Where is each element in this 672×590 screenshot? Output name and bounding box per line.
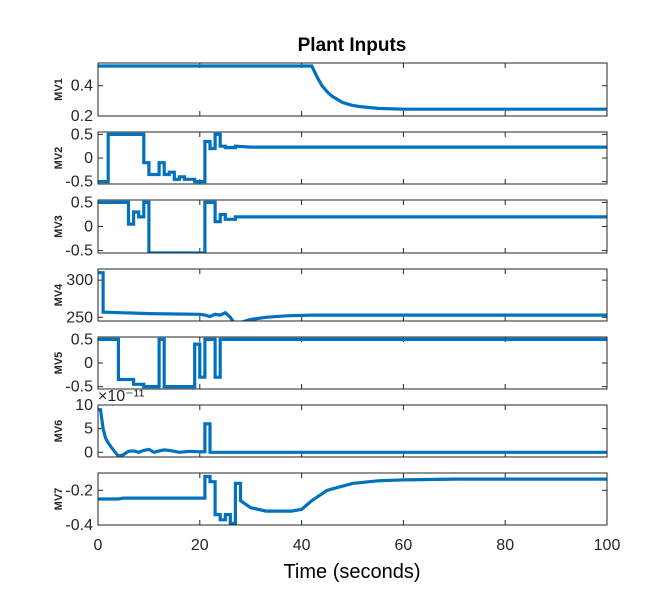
series-line-mv1 [98,64,607,111]
chart-title: Plant Inputs [298,35,407,56]
y-axis-label: MV5 [53,352,65,375]
series-line-mv7 [98,474,607,525]
x-tick-label: 100 [594,537,621,554]
y-axis-label: MV7 [53,488,65,511]
x-tick-label: 20 [191,537,209,554]
y-tick-label: 0.5 [71,126,93,143]
x-tick-label: 80 [496,537,514,554]
x-axis: 0 20 40 60 80 100 [94,537,621,554]
y-axis-label: MV6 [53,420,65,443]
y-tick-label: -0.5 [65,379,93,396]
y-tick-label: 0.5 [71,331,93,348]
x-axis-label: Time (seconds) [283,561,420,583]
y-axis-label: MV3 [53,215,65,238]
y-axis-label: MV1 [53,78,65,101]
plot-border [97,268,608,322]
subplot-stack: 0.20.4MV1-0.500.5MV2-0.500.5MV3250300MV4… [53,62,608,534]
y-tick-label: 0.4 [71,78,93,95]
y-tick-label: -0.5 [65,243,93,260]
subplot-mv3: -0.5 0 0.5 MV3 [53,194,608,260]
subplot-mv1: 0.2 0.4 MV1 [53,62,608,125]
series-line-mv3 [98,200,607,253]
x-tick-label: 40 [293,537,311,554]
series-line-mv4 [98,271,607,321]
subplot-mv6: 0 5 10 MV6 ×10⁻¹¹ [53,388,608,461]
y-tick-label: 10 [75,397,93,414]
x-tick-label: 60 [395,537,413,554]
y-axis-label: MV2 [53,147,65,170]
y-tick-label: 0 [84,355,93,372]
y-exponent-label: ×10⁻¹¹ [98,388,144,405]
y-tick-label: 250 [66,309,93,326]
subplot-mv2: -0.5 0 0.5 MV2 [53,126,608,191]
plot-border [97,404,608,458]
plot-border [97,62,608,117]
plot-border [97,336,608,390]
y-tick-label: 0.2 [71,108,93,125]
subplot-mv5: -0.5 0 0.5 MV5 [53,331,608,396]
plot-border [97,199,608,254]
series-line-mv2 [98,132,607,184]
y-tick-label: 0 [84,444,93,461]
plot-frame [97,336,608,390]
plot-frame [97,199,608,254]
y-tick-label: 300 [66,272,93,289]
x-tick-label: 0 [94,537,103,554]
y-axis-label: MV4 [53,283,65,307]
y-tick-label: 0.5 [71,194,93,211]
plot-frame [97,62,608,117]
plot-frame [97,404,608,458]
y-tick-label: -0.4 [65,517,93,534]
y-tick-label: 0 [84,219,93,236]
plot-border [97,472,608,526]
series-line-mv5 [98,337,607,389]
y-tick-label: 5 [84,421,93,438]
y-tick-label: -0.2 [65,482,93,499]
series-line-mv6 [98,408,607,457]
plot-border [97,131,608,185]
y-tick-label: 0 [84,150,93,167]
y-tick-label: -0.5 [65,174,93,191]
